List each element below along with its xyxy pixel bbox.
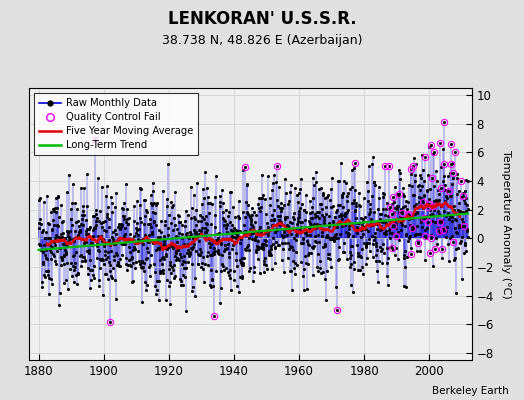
Legend: Raw Monthly Data, Quality Control Fail, Five Year Moving Average, Long-Term Tren: Raw Monthly Data, Quality Control Fail, … [34, 93, 198, 155]
Text: Berkeley Earth: Berkeley Earth [432, 386, 508, 396]
Text: LENKORAN' U.S.S.R.: LENKORAN' U.S.S.R. [168, 10, 356, 28]
Text: 38.738 N, 48.826 E (Azerbaijan): 38.738 N, 48.826 E (Azerbaijan) [162, 34, 362, 47]
Y-axis label: Temperature Anomaly (°C): Temperature Anomaly (°C) [500, 150, 510, 298]
